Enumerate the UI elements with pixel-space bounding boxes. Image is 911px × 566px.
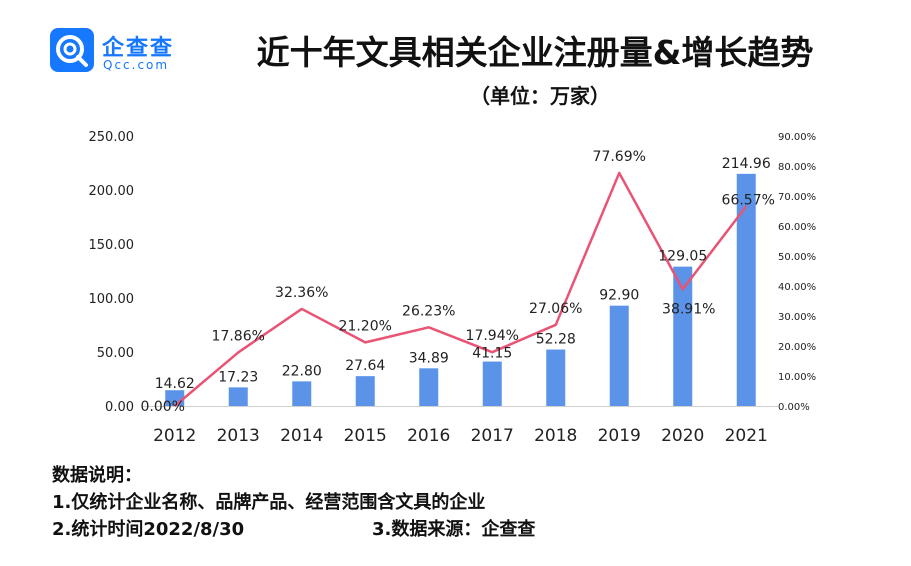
bar-value-label: 14.62 xyxy=(155,376,195,392)
x-axis-tick-label: 2017 xyxy=(471,426,514,446)
growth-value-label: 66.57% xyxy=(722,192,775,208)
bar xyxy=(673,266,693,406)
growth-line xyxy=(173,171,748,407)
chart-subtitle: （单位：万家） xyxy=(470,84,610,108)
logo-english-text: Qcc.com xyxy=(103,58,170,72)
chart-title: 近十年文具相关企业注册量&增长趋势 xyxy=(256,33,814,72)
growth-value-label: 32.36% xyxy=(275,285,328,301)
right-axis-tick-label: 40.00% xyxy=(778,282,816,293)
x-axis-tick-label: 2012 xyxy=(153,426,196,446)
bar-value-label: 27.64 xyxy=(345,358,385,374)
growth-value-label: 0.00% xyxy=(141,399,185,415)
right-axis-tick-label: 70.00% xyxy=(778,192,816,203)
note-item-1: 1.仅统计企业名称、品牌产品、经营范围含文具的企业 xyxy=(52,492,486,513)
left-axis-tick-label: 50.00 xyxy=(97,346,134,361)
bar xyxy=(419,368,439,406)
x-axis-tick-label: 2018 xyxy=(534,426,577,446)
right-axis-tick-label: 20.00% xyxy=(778,342,816,353)
bar xyxy=(546,349,566,406)
right-axis-tick-label: 80.00% xyxy=(778,162,816,173)
bar-value-label: 92.90 xyxy=(599,288,639,304)
left-axis-tick-label: 0.00 xyxy=(105,400,134,415)
bar-value-label: 41.15 xyxy=(472,346,512,362)
growth-value-label: 17.94% xyxy=(466,328,519,344)
right-axis-tick-label: 60.00% xyxy=(778,222,816,233)
right-axis-tick-label: 50.00% xyxy=(778,252,816,263)
bar xyxy=(482,361,502,406)
right-axis-tick-label: 0.00% xyxy=(778,402,810,413)
bar xyxy=(609,305,629,406)
note-item-2: 2.统计时间2022/8/30 xyxy=(52,519,245,540)
bar-value-label: 34.89 xyxy=(409,350,449,366)
bar-value-label: 52.28 xyxy=(536,332,576,348)
growth-value-label: 26.23% xyxy=(402,303,455,319)
bar-value-label: 129.05 xyxy=(658,249,707,265)
right-axis-tick-label: 10.00% xyxy=(778,372,816,383)
qcc-logo-icon xyxy=(50,28,94,72)
bar xyxy=(228,387,248,406)
left-axis-tick-label: 150.00 xyxy=(89,238,135,253)
left-axis-tick-label: 100.00 xyxy=(89,292,135,307)
note-item-3: 3.数据来源：企查查 xyxy=(372,519,536,540)
x-axis-tick-label: 2013 xyxy=(217,426,260,446)
growth-value-label: 21.20% xyxy=(339,318,392,334)
right-axis-tick-label: 30.00% xyxy=(778,312,816,323)
bar xyxy=(355,376,375,406)
growth-value-label: 77.69% xyxy=(593,149,646,165)
x-axis-tick-label: 2019 xyxy=(598,426,641,446)
right-axis-tick-label: 90.00% xyxy=(778,132,816,143)
x-axis-tick-label: 2016 xyxy=(407,426,450,446)
data-notes: 数据说明： 1.仅统计企业名称、品牌产品、经营范围含文具的企业 2.统计时间20… xyxy=(52,462,535,543)
x-axis-tick-label: 2020 xyxy=(661,426,704,446)
x-axis-tick-label: 2015 xyxy=(344,426,387,446)
logo-chinese-text: 企查查 xyxy=(102,36,175,61)
growth-value-label: 27.06% xyxy=(529,301,582,317)
qcc-logo: 企查查 Qcc.com xyxy=(50,28,200,78)
notes-heading: 数据说明： xyxy=(52,465,142,486)
bar-value-label: 17.23 xyxy=(218,369,258,385)
bar-value-label: 22.80 xyxy=(282,363,322,379)
growth-value-label: 38.91% xyxy=(662,301,715,317)
growth-value-label: 17.86% xyxy=(212,328,265,344)
bar xyxy=(736,173,756,406)
bar-value-label: 214.96 xyxy=(722,156,771,172)
x-axis-tick-label: 2021 xyxy=(725,426,768,446)
x-axis-tick-label: 2014 xyxy=(280,426,323,446)
notes-row-2: 2.统计时间2022/8/30 3.数据来源：企查查 xyxy=(52,516,535,543)
left-axis-tick-label: 200.00 xyxy=(89,184,135,199)
left-axis-tick-label: 250.00 xyxy=(89,130,135,145)
bar xyxy=(292,381,312,406)
